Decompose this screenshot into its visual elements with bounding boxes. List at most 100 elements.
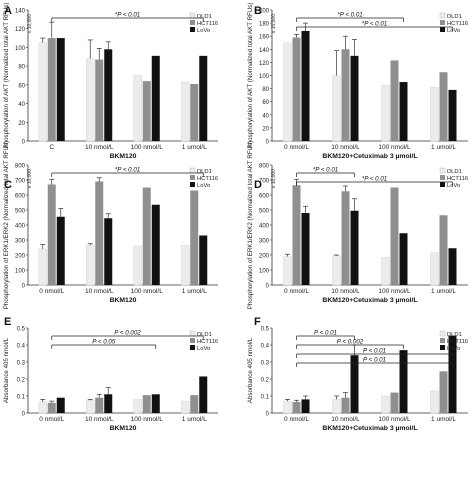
bar-dld1 xyxy=(86,400,95,414)
y-tick-label: 0 xyxy=(22,284,26,290)
x-tick-label: 10 nmol/L xyxy=(331,144,360,151)
legend-swatch-hct116 xyxy=(440,338,445,343)
bar-lovo xyxy=(104,49,113,141)
x-tick-label: 0 nmol/L xyxy=(284,416,309,423)
legend-label: LoVo xyxy=(447,28,460,34)
bar-hct116 xyxy=(47,184,56,285)
legend-label: HCT116 xyxy=(197,21,218,27)
bar-lovo xyxy=(151,55,160,141)
legend-swatch-hct116 xyxy=(190,20,195,25)
y-tick-label: 800 xyxy=(259,164,270,170)
y-scale-note: x 10,000 xyxy=(27,169,33,188)
legend-label: DLD1 xyxy=(197,332,212,338)
y-scale-note: x 10,000 xyxy=(271,14,277,33)
legend-swatch-dld1 xyxy=(189,330,196,337)
bar-lovo xyxy=(301,30,310,141)
y-tick-label: 20 xyxy=(262,126,269,132)
x-axis-label: BKM120 xyxy=(110,153,137,160)
y-axis-label: Absorbance 405 nmol/L xyxy=(247,337,254,403)
legend-label: DLD1 xyxy=(197,14,212,20)
y-axis-label: Phosphorylation of ERK1/ERK2 (Normalized… xyxy=(3,141,10,309)
bar-lovo xyxy=(56,397,65,413)
x-tick-label: 100 nmol/L xyxy=(378,144,411,151)
x-tick-label: 10 nmol/L xyxy=(85,416,114,423)
bar-dld1 xyxy=(332,75,341,142)
significance-label: P < 0.01 xyxy=(314,330,337,337)
bar-dld1 xyxy=(332,399,341,414)
legend-swatch-dld1 xyxy=(439,167,446,174)
legend-swatch-hct116 xyxy=(190,175,195,180)
bar-dld1 xyxy=(133,75,142,142)
y-tick-label: 180 xyxy=(259,22,270,28)
legend-label: LoVo xyxy=(447,346,460,352)
legend-label: DLD1 xyxy=(197,169,212,175)
y-tick-label: 140 xyxy=(15,9,26,15)
bar-lovo xyxy=(399,350,408,413)
y-tick-label: 80 xyxy=(262,87,269,93)
y-tick-label: 0.5 xyxy=(17,327,26,333)
x-tick-label: 0 nmol/L xyxy=(284,288,309,295)
y-tick-label: 0.2 xyxy=(17,378,26,384)
bar-hct116 xyxy=(292,185,301,285)
bar-dld1 xyxy=(38,248,47,286)
x-tick-label: 1 umol/L xyxy=(182,288,207,295)
x-axis-label: BKM120 xyxy=(110,297,137,304)
y-tick-label: 100 xyxy=(15,269,26,275)
bar-hct116 xyxy=(190,190,199,285)
bar-hct116 xyxy=(142,395,151,413)
y-tick-label: 60 xyxy=(262,100,269,106)
significance-label: *P < 0.01 xyxy=(115,12,140,19)
bar-lovo xyxy=(151,394,160,413)
significance-label: *P < 0.01 xyxy=(313,167,338,174)
y-axis-label: Phosphorylation of ERK1/ERK2 (Normalized… xyxy=(247,141,254,309)
bar-hct116 xyxy=(390,392,399,413)
y-tick-label: 0.1 xyxy=(261,395,270,401)
y-tick-label: 0.3 xyxy=(17,361,26,367)
y-tick-label: 0.3 xyxy=(261,361,270,367)
legend-swatch-lovo xyxy=(440,182,445,187)
y-tick-label: 160 xyxy=(259,35,270,41)
bar-lovo xyxy=(350,55,359,141)
legend-swatch-lovo xyxy=(440,345,445,350)
panel-letter: D xyxy=(254,179,262,191)
y-tick-label: 60 xyxy=(18,83,25,89)
legend-swatch-dld1 xyxy=(439,12,446,19)
y-scale-note: x 10,000 xyxy=(271,169,277,188)
y-tick-label: 500 xyxy=(15,209,26,215)
y-tick-label: 200 xyxy=(15,254,26,260)
y-axis-label: Absorbance 405 nmol/L xyxy=(3,337,10,403)
legend-label: LoVo xyxy=(447,183,460,189)
y-tick-label: 600 xyxy=(259,194,270,200)
y-tick-label: 0 xyxy=(266,140,270,146)
bar-dld1 xyxy=(430,87,439,142)
y-axis-label: Phosphorylation of AKT (Normalized total… xyxy=(3,3,10,149)
bar-hct116 xyxy=(95,397,104,413)
bar-hct116 xyxy=(47,38,56,142)
y-tick-label: 0 xyxy=(266,412,270,418)
bar-dld1 xyxy=(283,256,292,286)
legend-swatch-lovo xyxy=(190,345,195,350)
x-tick-label: 100 nmol/L xyxy=(131,416,164,423)
x-axis-label: BKM120+Cetuximab 3 µmol/L xyxy=(322,425,417,432)
bar-hct116 xyxy=(341,49,350,141)
legend-label: DLD1 xyxy=(447,169,462,175)
x-tick-label: 0 nmol/L xyxy=(39,416,64,423)
bar-lovo xyxy=(399,233,408,285)
bar-lovo xyxy=(56,38,65,142)
bar-lovo xyxy=(151,204,160,285)
bar-dld1 xyxy=(381,395,390,414)
y-tick-label: 40 xyxy=(18,102,25,108)
x-tick-label: 0 nmol/L xyxy=(284,144,309,151)
bar-dld1 xyxy=(181,400,190,414)
x-tick-label: 0 nmol/L xyxy=(39,288,64,295)
panel-letter: A xyxy=(4,5,12,17)
bar-lovo xyxy=(448,89,457,141)
y-tick-label: 100 xyxy=(15,46,26,52)
significance-label: *P < 0.01 xyxy=(362,176,387,183)
bar-lovo xyxy=(399,82,408,141)
bar-hct116 xyxy=(439,72,448,141)
bar-hct116 xyxy=(341,397,350,413)
bar-dld1 xyxy=(86,245,95,286)
bar-hct116 xyxy=(190,395,199,413)
